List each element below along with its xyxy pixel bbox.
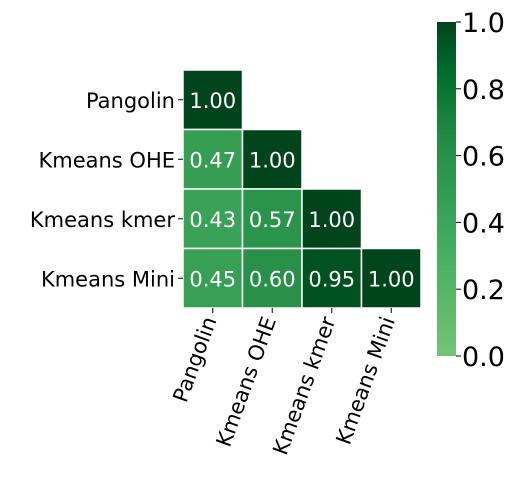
cell-value-label: 0.95 — [308, 267, 355, 291]
cell-value-label: 1.00 — [249, 148, 296, 172]
colorbar-tick-label: 0.4 — [462, 208, 505, 239]
heatmap-cell — [241, 247, 303, 309]
cell-value-label: 0.43 — [189, 208, 236, 232]
colorbar-tick-label: 0.0 — [462, 342, 505, 373]
cell-value-label: 0.47 — [189, 148, 236, 172]
row-label: Kmeans OHE — [38, 148, 175, 172]
colorbar-tick-label: 0.6 — [462, 142, 505, 173]
colorbar-tick-label: 0.2 — [462, 275, 505, 306]
cell-value-label: 1.00 — [189, 89, 236, 113]
colorbar-tick-label: 1.0 — [462, 8, 505, 39]
colorbar — [437, 22, 456, 356]
column-label: Pangolin — [168, 314, 221, 406]
column-label: Kmeans kmer — [268, 313, 340, 458]
heatmap-cell — [360, 247, 422, 309]
cell-value-label: 1.00 — [308, 208, 355, 232]
column-label: Kmeans Mini — [332, 314, 400, 448]
cell-value-label: 0.45 — [189, 267, 236, 291]
colorbar-ticks: 0.0 0.2 0.4 0.6 0.8 1.0 — [456, 8, 505, 373]
cell-value-label: 0.57 — [249, 208, 296, 232]
heatmap-cell — [182, 128, 244, 190]
column-label: Kmeans OHE — [212, 314, 281, 451]
cell-value-label: 0.60 — [249, 267, 296, 291]
heatmap-cell — [301, 188, 363, 250]
heatmap-cell-labels: 1.00 0.47 1.00 0.43 0.57 1.00 0.45 0.60 0.95 1.00 — [189, 89, 414, 292]
row-label: Pangolin — [86, 89, 175, 113]
row-label: Kmeans kmer — [30, 208, 175, 232]
heatmap-cells — [182, 69, 422, 309]
row-label: Kmeans Mini — [41, 267, 175, 291]
row-labels: Pangolin Kmeans OHE Kmeans kmer Kmeans Mini — [30, 89, 183, 291]
cell-value-label: 1.00 — [368, 267, 415, 291]
colorbar-tick-label: 0.8 — [462, 75, 505, 106]
